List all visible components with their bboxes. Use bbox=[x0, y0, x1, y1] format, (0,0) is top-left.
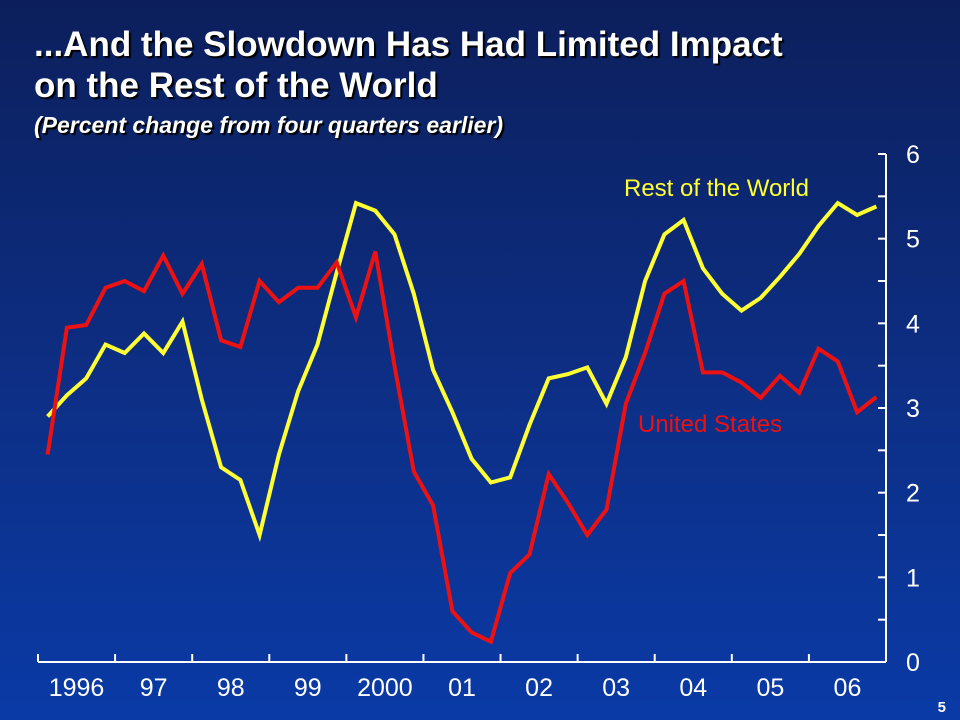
slide-subtitle: (Percent change from four quarters earli… bbox=[34, 112, 504, 138]
x-tick-label: 05 bbox=[756, 674, 784, 702]
chart-series bbox=[45, 200, 878, 645]
x-tick-label: 98 bbox=[217, 674, 245, 702]
series-label-rest-of-the-world: Rest of the World bbox=[624, 175, 809, 202]
y-tick-label: 6 bbox=[906, 141, 920, 169]
slide-title: ...And the Slowdown Has Had Limited Impa… bbox=[34, 24, 914, 106]
x-tick-label: 97 bbox=[140, 674, 168, 702]
x-tick-label: 04 bbox=[679, 674, 707, 702]
slide-title-line-1: ...And the Slowdown Has Had Limited Impa… bbox=[34, 25, 783, 64]
x-tick-label: 2000 bbox=[357, 674, 413, 702]
x-tick-label: 06 bbox=[834, 674, 862, 702]
x-tick-label: 01 bbox=[448, 674, 476, 702]
x-tick-label: 1996 bbox=[49, 674, 105, 702]
y-tick-label: 3 bbox=[906, 395, 920, 423]
y-tick-label: 5 bbox=[906, 226, 920, 254]
y-tick-label: 0 bbox=[906, 649, 920, 677]
page-number: 5 bbox=[937, 699, 946, 716]
series-line-rest-of-the-world bbox=[46, 200, 878, 543]
series-line-united-states bbox=[45, 250, 878, 645]
y-tick-label: 2 bbox=[906, 480, 920, 508]
x-tick-label: 02 bbox=[525, 674, 553, 702]
series-label-united-states: United States bbox=[638, 411, 782, 438]
y-tick-label: 1 bbox=[906, 564, 920, 592]
series-labels: Rest of the World United States bbox=[624, 175, 809, 438]
y-tick-label: 4 bbox=[906, 310, 920, 338]
x-tick-label: 99 bbox=[294, 674, 322, 702]
x-tick-label: 03 bbox=[602, 674, 630, 702]
slide-title-line-2: on the Rest of the World bbox=[34, 66, 438, 105]
